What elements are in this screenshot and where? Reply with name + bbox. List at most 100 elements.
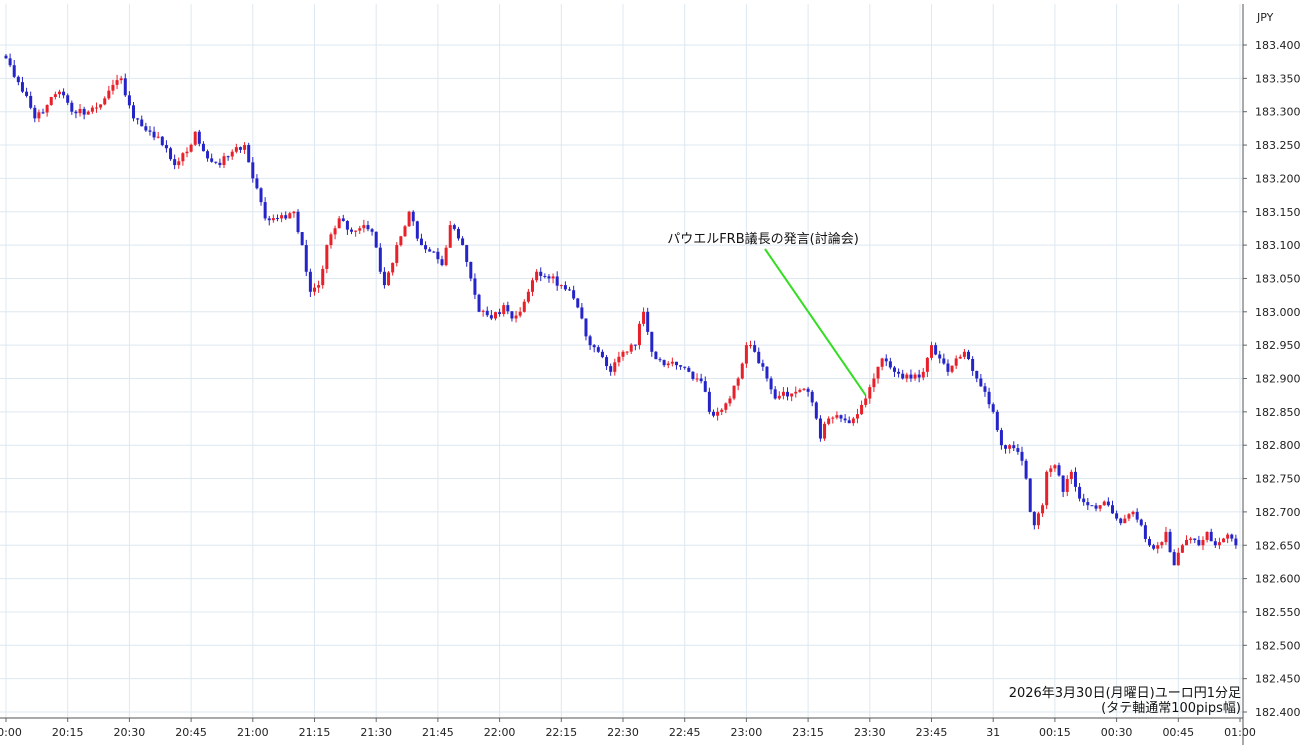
candle-body bbox=[518, 311, 522, 316]
candle-body bbox=[884, 358, 888, 362]
candle-body bbox=[284, 215, 288, 219]
candle-body bbox=[230, 151, 234, 157]
candle-body bbox=[448, 225, 452, 248]
x-tick-label: 20:00 bbox=[0, 726, 22, 739]
candle-body bbox=[292, 211, 296, 214]
candle-body bbox=[860, 404, 864, 415]
candle-body bbox=[855, 414, 859, 419]
candle-body bbox=[136, 118, 140, 120]
candle-body bbox=[888, 361, 892, 368]
x-tick-label: 20:45 bbox=[175, 726, 207, 739]
candle-body bbox=[596, 347, 600, 352]
candle-body bbox=[510, 311, 514, 319]
candle-body bbox=[967, 351, 971, 359]
candle-body bbox=[934, 345, 938, 355]
candle-body bbox=[1082, 498, 1086, 503]
candle-body bbox=[1160, 542, 1164, 546]
y-tick-label: 182.450 bbox=[1255, 673, 1300, 686]
candle-body bbox=[864, 398, 868, 405]
candle-body bbox=[555, 276, 559, 286]
y-tick-label: 182.600 bbox=[1255, 573, 1300, 586]
candle-body bbox=[1226, 534, 1230, 539]
y-tick-label: 182.900 bbox=[1255, 373, 1300, 386]
candle-body bbox=[1069, 471, 1073, 480]
candle-body bbox=[765, 366, 769, 379]
candle-body bbox=[370, 229, 374, 232]
candle-body bbox=[1094, 505, 1098, 509]
candle-body bbox=[66, 95, 70, 103]
candle-body bbox=[794, 391, 798, 394]
candle-body bbox=[592, 345, 596, 348]
candle-body bbox=[563, 285, 567, 290]
candle-body bbox=[827, 418, 831, 424]
candle-body bbox=[25, 91, 29, 96]
candle-body bbox=[99, 104, 103, 108]
candle-body bbox=[206, 151, 210, 159]
candle-body bbox=[535, 271, 539, 281]
x-tick-label: 23:30 bbox=[854, 726, 886, 739]
candle-body bbox=[411, 211, 415, 222]
candle-body bbox=[633, 344, 637, 346]
candle-body bbox=[1222, 538, 1226, 543]
candle-body bbox=[238, 147, 242, 150]
candle-body bbox=[551, 276, 555, 279]
candle-body bbox=[1156, 545, 1160, 549]
candle-body bbox=[773, 389, 777, 399]
candle-body bbox=[341, 218, 345, 222]
candle-body bbox=[810, 391, 814, 403]
candle-body bbox=[57, 91, 61, 95]
candle-body bbox=[436, 251, 440, 260]
candle-body bbox=[831, 417, 835, 419]
candle-body bbox=[140, 119, 144, 127]
price-unit-label: JPY bbox=[1256, 11, 1274, 24]
candle-body bbox=[103, 98, 107, 105]
candle-body bbox=[736, 378, 740, 386]
candle-body bbox=[925, 357, 929, 372]
candle-body bbox=[1201, 539, 1205, 546]
candle-body bbox=[691, 371, 695, 380]
candle-body bbox=[288, 213, 292, 219]
candle-body bbox=[469, 261, 473, 279]
candle-body bbox=[300, 232, 304, 246]
candle-body bbox=[876, 366, 880, 379]
candle-body bbox=[313, 287, 316, 292]
candle-body bbox=[568, 289, 572, 291]
candle-body bbox=[321, 268, 325, 286]
x-tick-label: 22:30 bbox=[607, 726, 639, 739]
candle-body bbox=[197, 131, 201, 144]
candle-body bbox=[267, 218, 271, 221]
candle-body bbox=[786, 391, 790, 397]
candle-body bbox=[995, 411, 999, 431]
candle-body bbox=[94, 107, 98, 109]
candle-body bbox=[683, 366, 687, 368]
candle-body bbox=[892, 367, 896, 372]
candle-body bbox=[1065, 479, 1069, 492]
candle-body bbox=[679, 365, 683, 367]
candle-body bbox=[350, 229, 354, 232]
x-tick-label: 22:00 bbox=[484, 726, 516, 739]
candle-body bbox=[938, 354, 942, 359]
candle-body bbox=[605, 357, 609, 367]
candle-body bbox=[164, 145, 168, 149]
y-tick-label: 183.000 bbox=[1255, 306, 1300, 319]
candle-body bbox=[613, 362, 617, 372]
candle-body bbox=[835, 415, 839, 418]
y-tick-label: 182.550 bbox=[1255, 606, 1300, 619]
candle-body bbox=[4, 55, 8, 59]
candle-body bbox=[1139, 519, 1143, 526]
candle-body bbox=[132, 105, 136, 119]
candle-body bbox=[82, 108, 86, 115]
candle-body bbox=[1119, 518, 1123, 524]
candle-body bbox=[1078, 486, 1082, 499]
candle-body bbox=[958, 356, 962, 359]
candle-body bbox=[962, 351, 966, 357]
candle-body bbox=[1197, 540, 1201, 546]
candle-body bbox=[358, 228, 362, 231]
candle-body bbox=[169, 148, 173, 160]
candle-body bbox=[177, 161, 181, 166]
candle-body bbox=[37, 112, 41, 119]
candle-body bbox=[382, 271, 386, 286]
x-tick-label: 20:30 bbox=[114, 726, 146, 739]
candle-body bbox=[1189, 538, 1193, 540]
